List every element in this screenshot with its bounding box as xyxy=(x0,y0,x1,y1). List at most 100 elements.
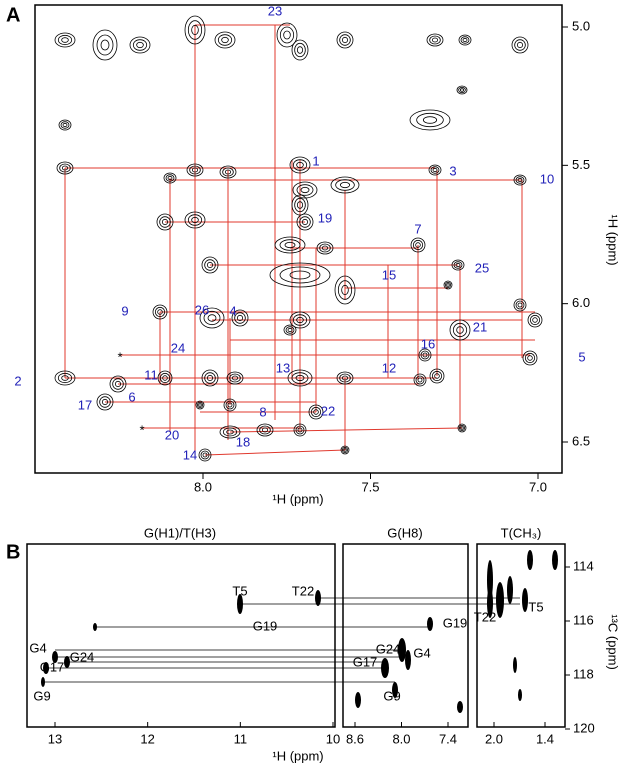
contour xyxy=(341,284,349,296)
contour xyxy=(221,36,229,44)
contour xyxy=(337,280,353,300)
peak-label: G19 xyxy=(253,618,278,633)
contour xyxy=(199,307,225,329)
contour xyxy=(236,314,244,322)
contour xyxy=(101,398,109,406)
peak xyxy=(392,682,398,698)
contour xyxy=(460,426,464,430)
contour xyxy=(292,159,308,171)
contour xyxy=(527,355,533,361)
contour xyxy=(429,368,445,384)
contour xyxy=(417,377,423,383)
contour xyxy=(114,380,122,388)
peak-label: 9 xyxy=(121,303,128,318)
contour xyxy=(410,237,426,253)
panel-label: A xyxy=(6,4,20,26)
contour xyxy=(59,163,71,173)
contour xyxy=(455,262,461,268)
contour xyxy=(297,427,303,433)
contour xyxy=(152,304,168,320)
contour xyxy=(184,211,206,229)
contour xyxy=(343,448,347,452)
x-tick-label: 10 xyxy=(326,731,340,746)
contour xyxy=(294,42,306,58)
contour xyxy=(291,39,309,61)
contour xyxy=(293,423,307,437)
peak xyxy=(52,651,58,663)
marker: * xyxy=(117,349,122,364)
contour xyxy=(457,423,467,433)
peak-label: 25 xyxy=(475,260,489,275)
contour xyxy=(274,236,306,254)
contour xyxy=(234,312,246,324)
peak-label: T22 xyxy=(292,583,314,598)
contour xyxy=(444,281,452,289)
peak-label: 22 xyxy=(321,403,335,418)
y-tick-label: 6.0 xyxy=(572,295,590,310)
contour xyxy=(187,20,203,40)
peak-label: 20 xyxy=(165,427,179,442)
peak-label: 7 xyxy=(414,221,421,236)
contour xyxy=(256,423,274,437)
contour xyxy=(296,161,304,169)
contour xyxy=(511,36,529,54)
contour xyxy=(319,243,331,253)
peak xyxy=(522,588,528,612)
contour xyxy=(58,119,72,131)
contour xyxy=(296,316,304,324)
y-tick-label: 114 xyxy=(573,558,594,573)
peak xyxy=(457,701,463,713)
contour xyxy=(226,371,244,385)
contour xyxy=(231,309,249,327)
peak-label: G17 xyxy=(40,659,65,674)
contour xyxy=(159,216,171,228)
contour xyxy=(339,373,351,383)
subplot-title: T(CH₃) xyxy=(501,525,542,540)
contour xyxy=(430,166,440,174)
contour xyxy=(156,213,174,231)
contour xyxy=(259,425,271,435)
contour xyxy=(431,37,439,43)
contour xyxy=(434,373,440,379)
contour xyxy=(460,36,470,44)
contour xyxy=(217,34,233,46)
contour xyxy=(269,262,331,288)
contour xyxy=(458,424,466,432)
contour xyxy=(279,26,295,44)
contour xyxy=(420,350,430,360)
contour xyxy=(416,112,444,128)
peak-label: 21 xyxy=(473,319,487,334)
peak xyxy=(315,590,321,606)
peak-label: 1 xyxy=(312,153,319,168)
peak-label: 15 xyxy=(382,267,396,282)
contour xyxy=(313,409,319,415)
contour xyxy=(189,165,201,175)
peak-label: 5 xyxy=(578,349,585,364)
contour xyxy=(451,259,465,271)
peak xyxy=(381,658,389,678)
contour xyxy=(229,373,241,383)
contour xyxy=(96,393,114,411)
contour xyxy=(296,213,314,231)
contour xyxy=(201,369,219,387)
contour xyxy=(341,446,349,454)
contour xyxy=(289,311,311,329)
y-tick-label: 120 xyxy=(573,720,595,735)
contour xyxy=(422,352,428,358)
contour xyxy=(222,167,234,177)
contour xyxy=(204,372,216,384)
contour xyxy=(321,245,329,251)
contour xyxy=(289,270,311,280)
contour xyxy=(201,256,219,274)
x-tick-label: 12 xyxy=(140,731,154,746)
peak xyxy=(513,657,517,673)
contour xyxy=(415,375,425,385)
contour xyxy=(191,167,199,173)
peak-label: 26 xyxy=(195,302,209,317)
contour xyxy=(57,34,73,46)
contour xyxy=(415,242,421,248)
peak xyxy=(518,689,522,701)
contour xyxy=(157,309,163,315)
x-tick-label: 7.0 xyxy=(529,479,547,494)
contour xyxy=(196,401,204,409)
